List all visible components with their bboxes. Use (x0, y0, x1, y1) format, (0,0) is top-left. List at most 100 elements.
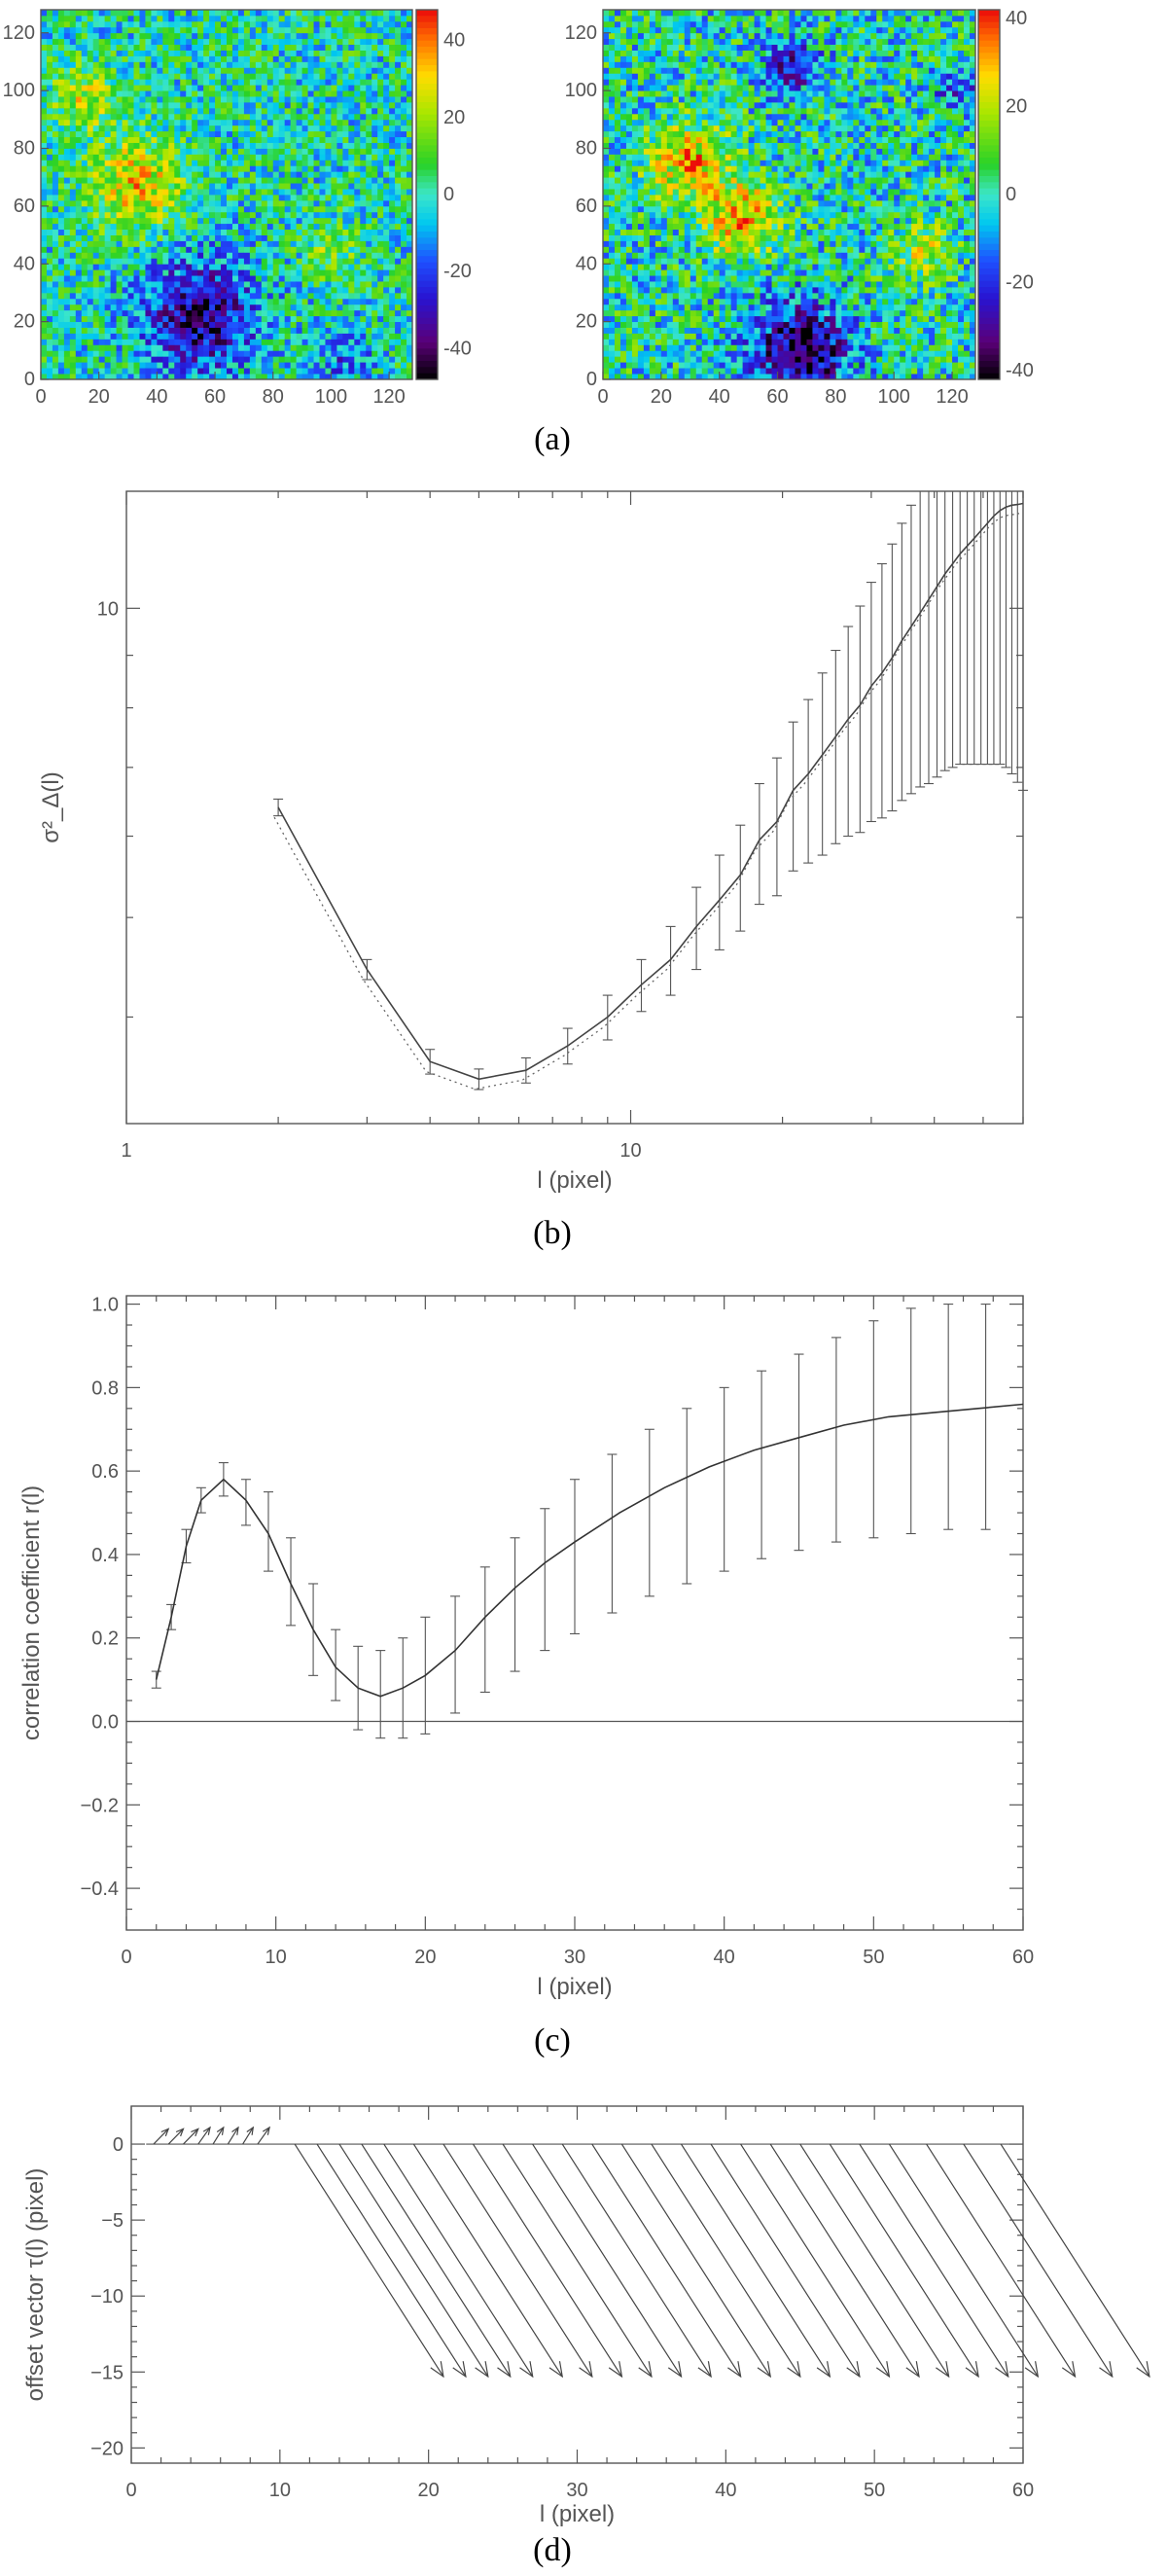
heatmap-cell (231, 333, 239, 340)
heatmap-cell (660, 107, 668, 115)
heatmap-cell (139, 229, 146, 235)
heatmap-cell (104, 61, 112, 68)
heatmap-cell (145, 55, 152, 62)
heatmap-cell (116, 229, 123, 235)
heatmap-cell (69, 67, 77, 74)
heatmap-cell (666, 96, 674, 103)
heatmap-cell (237, 258, 245, 265)
heatmap-cell (162, 20, 169, 28)
heatmap-cell (377, 234, 384, 241)
heatmap-cell (654, 211, 662, 219)
heatmap-cell (383, 374, 390, 380)
heatmap-cell (395, 195, 402, 201)
colorbar-segment (416, 126, 438, 134)
heatmap-cell (209, 189, 216, 196)
heatmap-cell (243, 183, 251, 190)
heatmap-cell (401, 107, 407, 115)
heatmap-cell (348, 113, 355, 121)
heatmap-cell (319, 264, 326, 270)
heatmap-cell (110, 79, 117, 86)
heatmap-cell (221, 50, 228, 56)
heatmap-cell (395, 119, 402, 126)
heatmap-cell (313, 61, 320, 68)
heatmap-cell (168, 148, 175, 155)
heatmap-cell (186, 38, 193, 46)
heatmap-cell (272, 298, 280, 305)
heatmap-cell (261, 275, 268, 282)
heatmap-cell (389, 102, 396, 109)
heatmap-cell (116, 32, 123, 40)
heatmap-cell (221, 61, 228, 68)
heatmap-cell (637, 281, 645, 288)
heatmap-cell (666, 32, 674, 40)
heatmap-cell (366, 304, 372, 311)
heatmap-cell (371, 130, 378, 138)
heatmap-cell (87, 102, 94, 109)
heatmap-cell (57, 309, 65, 317)
heatmap-cell (57, 368, 65, 375)
heatmap-cell (278, 315, 286, 323)
heatmap-cell (255, 55, 263, 62)
heatmap-cell (81, 298, 88, 305)
heatmap-cell (231, 252, 239, 259)
heatmap-cell (371, 15, 378, 22)
heatmap-cell (203, 229, 210, 235)
heatmap-cell (407, 258, 413, 265)
heatmap-cell (203, 298, 210, 305)
heatmap-cell (354, 304, 361, 311)
heatmap-cell (261, 119, 268, 126)
heatmap-cell (395, 160, 402, 166)
heatmap-cell (290, 38, 298, 46)
heatmap-cell (401, 50, 407, 56)
heatmap-2: 0 20 40 60 80 100 12002040608010012040200-20-4… (565, 8, 1034, 408)
heatmap-cell (666, 275, 674, 282)
heatmap-cell (231, 32, 239, 40)
heatmap-cell (151, 15, 158, 22)
heatmap-cell (342, 356, 349, 363)
heatmap-cell (209, 38, 216, 46)
heatmap-cell (249, 67, 257, 74)
heatmap-cell (168, 339, 175, 345)
heatmap-cell (389, 321, 396, 328)
heatmap-cell (227, 240, 233, 247)
heatmap-cell (301, 234, 308, 241)
heatmap-cell (278, 73, 286, 80)
heatmap-cell (180, 142, 187, 149)
heatmap-cell (215, 67, 222, 74)
heatmap-cell (46, 350, 53, 357)
heatmap-cell (654, 177, 662, 184)
heatmap-cell (46, 85, 53, 91)
heatmap-cell (389, 165, 396, 172)
heatmap-cell (296, 205, 302, 213)
heatmap-cell (272, 321, 280, 328)
heatmap-cell (157, 223, 163, 231)
heatmap-cell (231, 125, 239, 132)
heatmap-cell (307, 44, 314, 51)
heatmap-cell (87, 199, 94, 207)
heatmap-cell (625, 195, 633, 201)
heatmap-cell (231, 148, 239, 155)
heatmap-cell (331, 90, 337, 97)
heatmap-cell (266, 333, 274, 340)
heatmap-cell (331, 344, 337, 351)
heatmap-cell (203, 374, 210, 380)
heatmap-cell (157, 321, 163, 328)
heatmap-cell (41, 85, 48, 91)
heatmap-cell (649, 234, 656, 241)
heatmap-cell (87, 339, 94, 345)
heatmap-cell (319, 368, 326, 375)
heatmap-cell (87, 10, 94, 17)
heatmap-cell (41, 61, 48, 68)
heatmap-cell (75, 189, 83, 196)
heatmap-cell (261, 321, 268, 328)
heatmap-cell (319, 125, 326, 132)
heatmap-cell (215, 240, 222, 247)
heatmap-cell (603, 321, 610, 328)
heatmap-cell (313, 315, 320, 323)
heatmap-cell (336, 171, 343, 178)
heatmap-cell (649, 229, 656, 235)
heatmap-cell (389, 344, 396, 351)
heatmap-cell (401, 264, 407, 270)
heatmap-cell (227, 287, 233, 294)
heatmap-cell (203, 356, 210, 363)
